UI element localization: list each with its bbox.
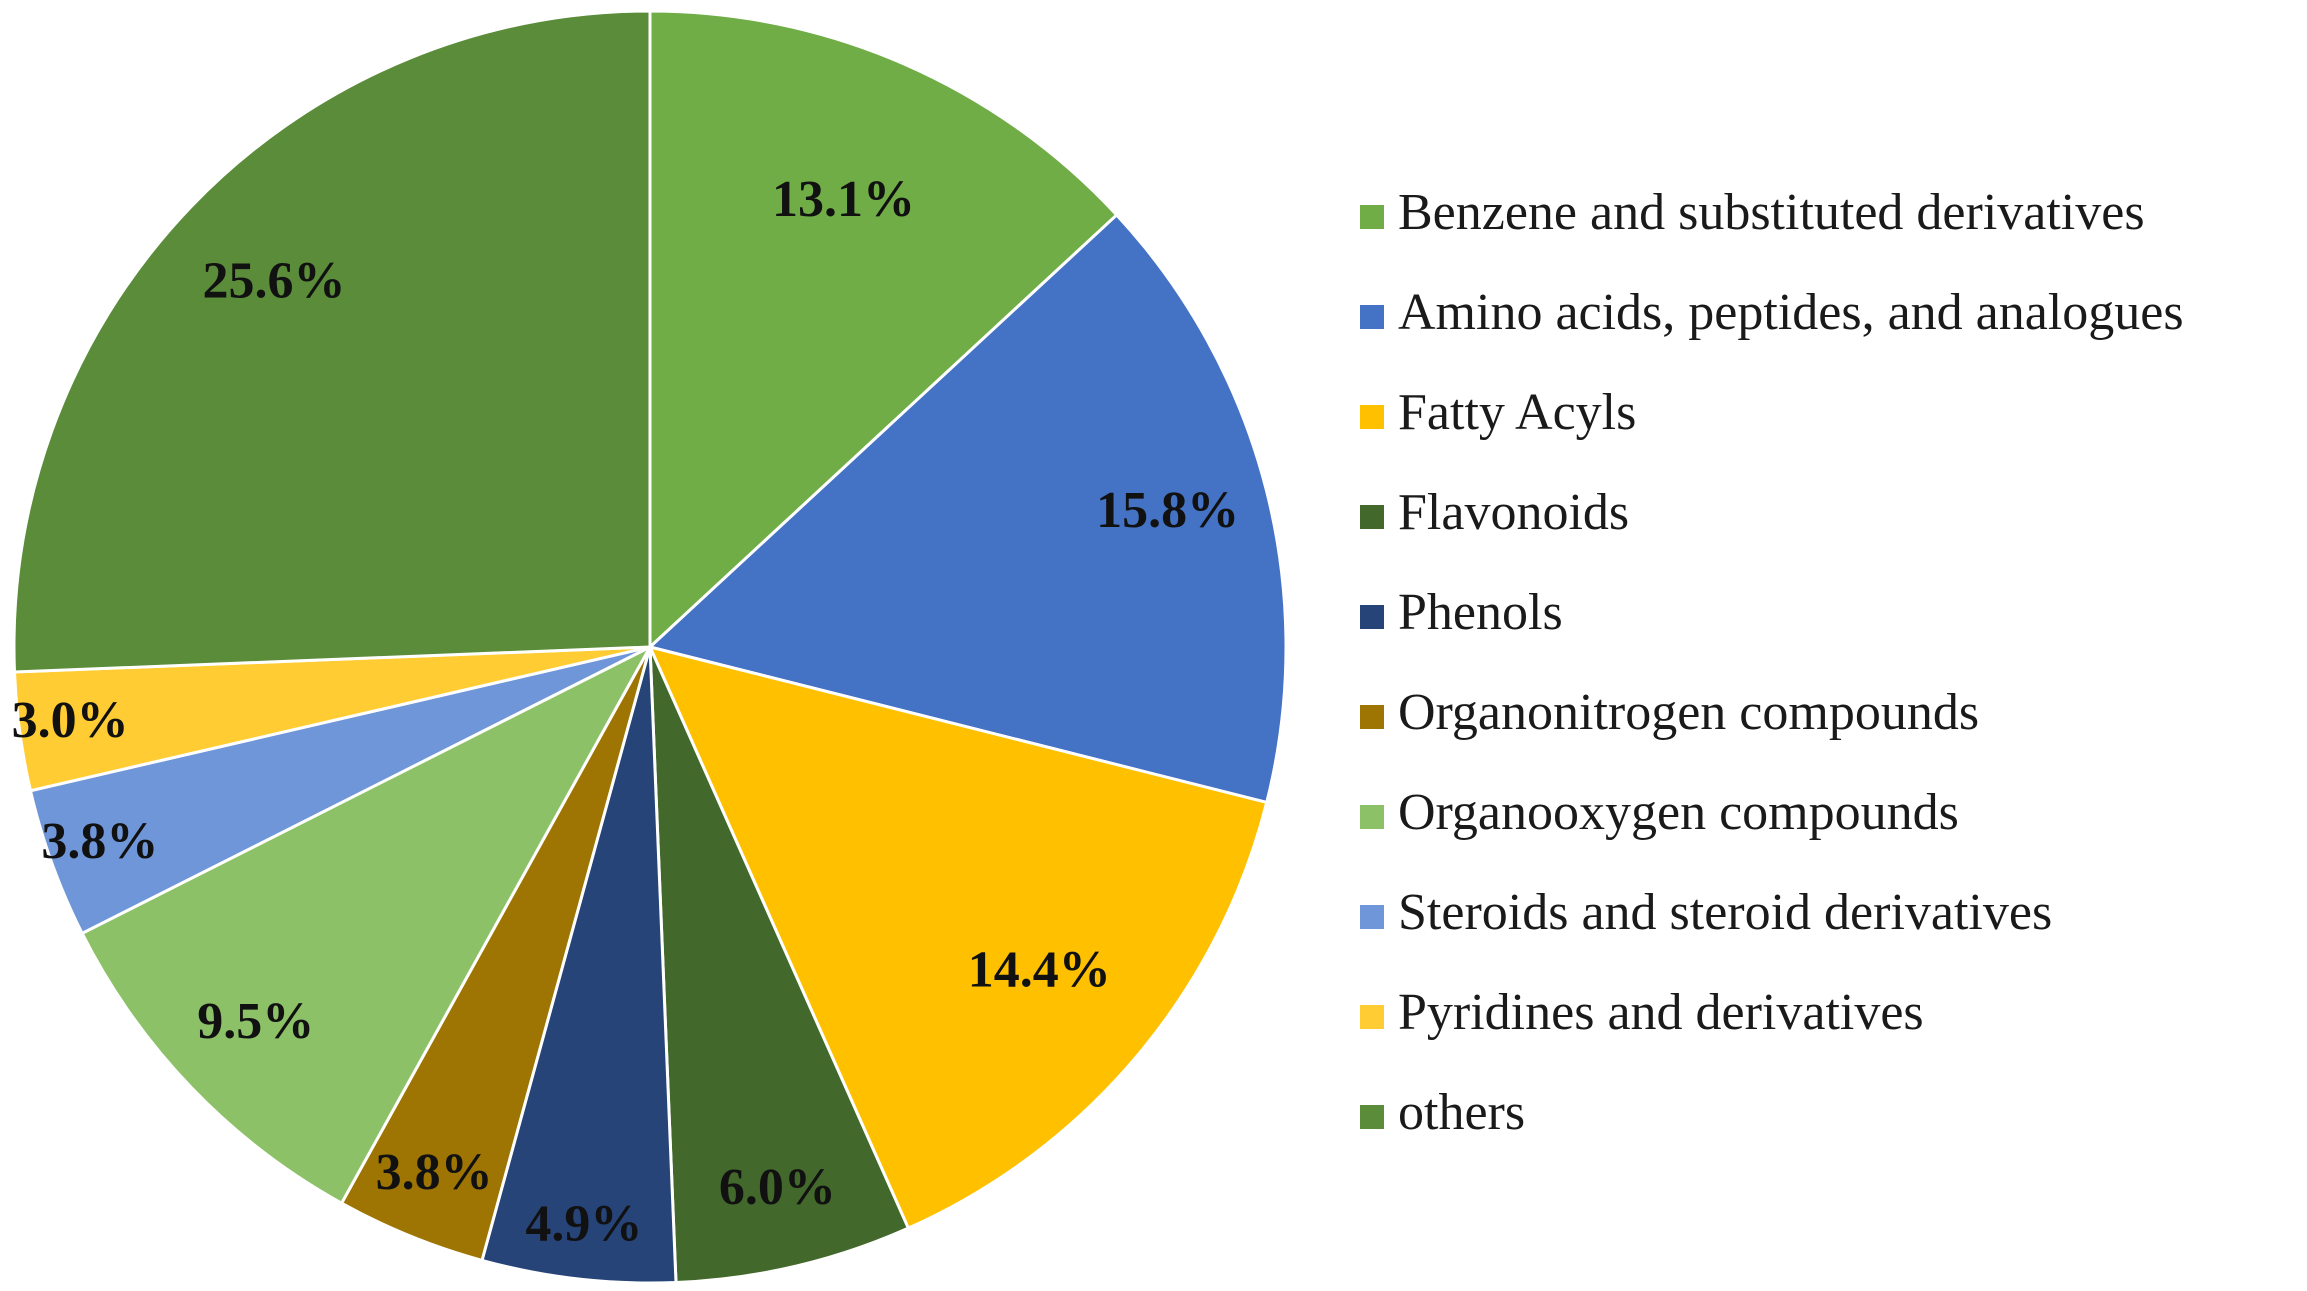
legend-entry-label: Organooxygen compounds: [1398, 784, 1959, 841]
data-label: 15.8%: [1096, 482, 1239, 539]
pie-slice-others: [12, 9, 652, 674]
data-label: 3.8%: [41, 813, 158, 870]
legend-entry-label: others: [1398, 1084, 1525, 1141]
legend-entry-label: Amino acids, peptides, and analogues: [1398, 284, 2184, 341]
legend-entry-label: Fatty Acyls: [1398, 384, 1636, 441]
pie-slice-organooxygen-compounds: [80, 643, 654, 1206]
legend-swatch: [1360, 505, 1384, 529]
legend-entry-label: Steroids and steroid derivatives: [1398, 884, 2052, 941]
pie-slice-amino-acids-peptides-and-analogues: [646, 212, 1288, 805]
pie-slice-phenols: [480, 646, 678, 1285]
legend-swatch: [1360, 1105, 1384, 1129]
legend-entry-label: Phenols: [1398, 584, 1563, 641]
legend-swatch: [1360, 1005, 1384, 1029]
data-label: 9.5%: [197, 993, 314, 1050]
legend-entry-label: Flavonoids: [1398, 484, 1629, 541]
data-label: 25.6%: [203, 252, 346, 309]
pie-slice-labels: 13.1% 15.8% 14.4% 6.0% 4.9% 3.8% 9.5% 3.8% 3.0% 2…: [12, 171, 1240, 1252]
pie-slice-fatty-acyls: [647, 644, 1269, 1231]
pie-slices: [12, 9, 1288, 1285]
pie-slice-flavonoids: [648, 646, 911, 1285]
legend-swatch: [1360, 805, 1384, 829]
data-label: 4.9%: [525, 1195, 642, 1252]
pie-slice-benzene-and-substituted-derivatives: [648, 9, 1119, 651]
legend-swatch: [1360, 405, 1384, 429]
data-label: 6.0%: [719, 1159, 836, 1216]
data-label: 13.1%: [772, 171, 915, 228]
legend: Benzene and substituted derivatives Amino…: [1360, 184, 2184, 1141]
legend-swatch: [1360, 205, 1384, 229]
legend-entry-label: Benzene and substituted derivatives: [1398, 184, 2145, 241]
legend-entry-label: Organonitrogen compounds: [1398, 684, 1979, 741]
legend-swatch: [1360, 605, 1384, 629]
data-label: 3.0%: [12, 692, 129, 749]
legend-swatch: [1360, 705, 1384, 729]
data-label: 14.4%: [968, 942, 1111, 999]
legend-entry-label: Pyridines and derivatives: [1398, 984, 1924, 1041]
legend-swatch: [1360, 905, 1384, 929]
data-label: 3.8%: [376, 1144, 493, 1201]
legend-swatch: [1360, 305, 1384, 329]
